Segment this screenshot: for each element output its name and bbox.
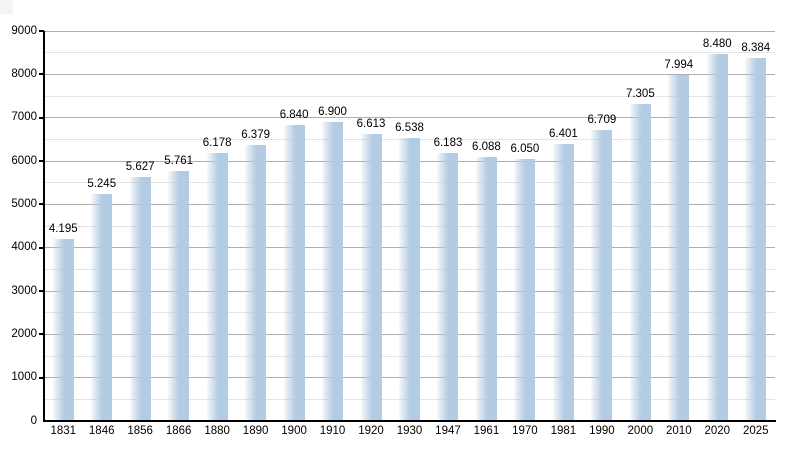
major-gridline <box>44 117 775 119</box>
minor-gridline <box>44 95 775 97</box>
y-tick-label: 6000 <box>11 154 37 167</box>
x-tick-label: 2000 <box>627 425 654 437</box>
bar-value-label: 6.050 <box>510 142 540 155</box>
y-axis-tick <box>39 333 44 336</box>
y-axis-tick <box>39 73 44 76</box>
x-tick-label: 1900 <box>281 425 307 437</box>
y-tick-label: 5000 <box>11 197 37 210</box>
bar-value-label: 6.183 <box>433 137 463 150</box>
y-axis-tick <box>39 116 44 119</box>
bar-value-label: 4.195 <box>48 223 78 236</box>
x-tick-label: 1831 <box>50 425 77 437</box>
bar <box>91 193 113 421</box>
bar <box>706 53 728 421</box>
x-tick-label: 1910 <box>319 425 346 437</box>
x-tick-label: 1930 <box>396 425 423 437</box>
x-tick-label: 1920 <box>358 425 384 437</box>
major-gridline <box>44 73 775 75</box>
y-axis-tick <box>39 246 44 249</box>
y-tick-label: 1000 <box>11 371 37 384</box>
x-tick-label: 1866 <box>165 425 192 437</box>
bar <box>360 134 382 421</box>
bar <box>745 57 767 421</box>
bar <box>206 153 228 421</box>
y-axis-tick <box>39 203 44 206</box>
x-tick-label: 1947 <box>435 425 461 437</box>
x-tick-label: 1970 <box>512 425 538 437</box>
bar-value-label: 6.613 <box>356 118 386 131</box>
major-gridline <box>44 30 775 32</box>
bar <box>437 153 459 421</box>
bar-value-label: 6.379 <box>241 128 270 141</box>
x-tick-label: 1890 <box>242 425 269 437</box>
y-axis-tick <box>39 160 44 162</box>
x-tick-label: 1880 <box>204 425 230 437</box>
bar-value-label: 6.401 <box>549 127 578 140</box>
y-tick-label: 7000 <box>11 111 37 124</box>
bar-value-label: 7.305 <box>625 88 655 101</box>
y-axis-tick <box>39 30 44 32</box>
bar <box>475 157 497 421</box>
y-axis-line <box>43 31 45 421</box>
y-tick-label: 2000 <box>11 327 37 340</box>
bar-value-label: 6.088 <box>472 141 501 154</box>
bar <box>399 137 420 421</box>
bar <box>245 144 267 421</box>
x-tick-label: 2020 <box>704 425 731 437</box>
bar-value-label: 8.480 <box>702 37 732 50</box>
bar <box>129 177 151 421</box>
bar <box>283 124 305 421</box>
bar-value-label: 6.900 <box>318 106 347 118</box>
bar-value-label: 6.840 <box>279 108 309 121</box>
x-axis-line <box>43 420 776 422</box>
corner-artifact <box>0 0 13 14</box>
bar <box>591 130 613 421</box>
bar <box>52 239 74 421</box>
bar <box>629 104 651 421</box>
y-axis-tick <box>39 290 44 292</box>
x-tick-label: 1961 <box>473 425 500 437</box>
bar <box>552 143 574 421</box>
bar-value-label: 6.709 <box>587 114 617 127</box>
x-tick-label: 2025 <box>742 425 769 437</box>
y-tick-label: 9000 <box>11 24 37 37</box>
bar-value-label: 7.994 <box>664 58 694 71</box>
bar-value-label: 6.178 <box>202 137 232 150</box>
y-tick-label: 8000 <box>11 67 37 80</box>
x-tick-label: 1981 <box>550 425 577 437</box>
bar-value-label: 5.761 <box>164 155 194 168</box>
bar-value-label: 5.245 <box>87 177 117 190</box>
x-tick-label: 1856 <box>127 425 153 437</box>
bar-value-label: 8.384 <box>741 41 771 54</box>
y-tick-label: 4000 <box>11 241 37 254</box>
y-tick-label: 0 <box>30 414 37 427</box>
bar-value-label: 6.538 <box>395 121 424 134</box>
x-tick-label: 2010 <box>666 425 692 437</box>
bar-value-label: 5.627 <box>125 161 155 174</box>
bar <box>668 74 690 421</box>
bar <box>168 171 190 421</box>
bar <box>322 122 344 421</box>
x-tick-label: 1990 <box>589 425 615 437</box>
y-axis-tick <box>39 376 44 379</box>
y-tick-label: 3000 <box>11 284 37 297</box>
bar <box>514 158 536 421</box>
x-tick-label: 1846 <box>88 425 115 437</box>
minor-gridline <box>44 52 775 54</box>
